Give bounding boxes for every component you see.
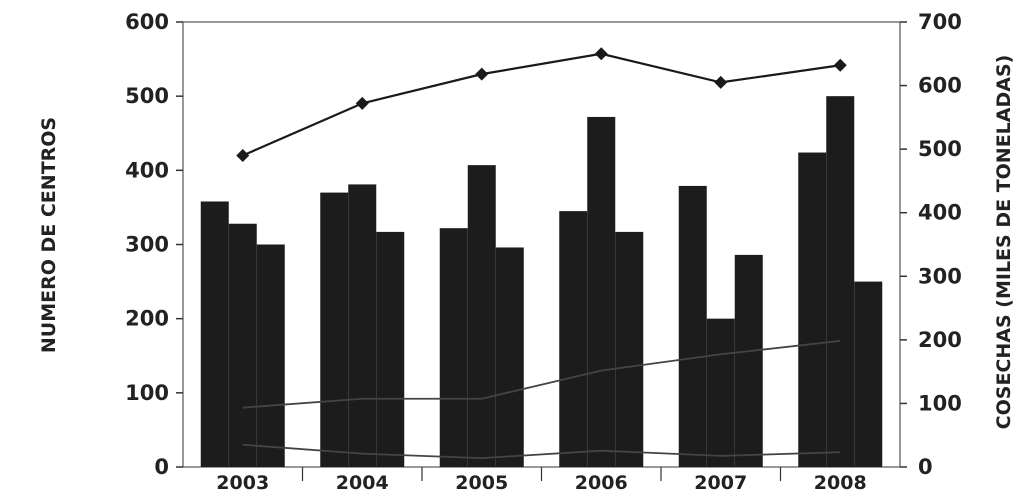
line-series-2 <box>242 340 841 409</box>
y-left-tick-label: 600 <box>125 10 169 34</box>
bar-s2-2003 <box>228 223 257 467</box>
bar-s2-2007 <box>706 318 735 467</box>
line-point-2005 <box>475 67 489 81</box>
y-right-tick-label: 100 <box>918 391 962 415</box>
line-point-2007 <box>714 75 728 89</box>
y-right-tick-label: 600 <box>918 74 962 98</box>
x-tick-label-2004: 2004 <box>336 472 389 493</box>
y-right-tick-label: 300 <box>918 264 962 288</box>
x-tick-label-2006: 2006 <box>575 472 628 493</box>
x-tick-label-2003: 2003 <box>216 472 269 493</box>
y-axis-right-label: COSECHAS (MILES DE TONELADAS) <box>993 55 1015 430</box>
x-tick-label-2008: 2008 <box>814 472 867 493</box>
line-point-2008 <box>833 58 847 72</box>
bar-s1-2003 <box>200 201 229 467</box>
bar-s1-2008 <box>798 152 827 468</box>
line-point-2006 <box>594 47 608 61</box>
bar-s2-2005 <box>467 165 496 467</box>
plot-area <box>182 21 901 468</box>
bar-s1-2006 <box>559 211 588 467</box>
line-point-2003 <box>236 149 250 162</box>
bar-s1-2004 <box>320 192 349 468</box>
bar-s3-2004 <box>376 231 405 467</box>
y-right-tick-label: 0 <box>918 455 933 479</box>
bar-s3-2005 <box>495 247 524 467</box>
axes-layer: 0 100 200 300 400 500 600 0 100 200 300 400 500 600 70… <box>125 10 962 493</box>
bar-s3-2006 <box>615 231 644 467</box>
y-left-tick-label: 500 <box>125 84 169 108</box>
bar-s2-2006 <box>587 116 616 467</box>
bar-s3-2008 <box>854 281 883 467</box>
bar-s2-2004 <box>348 184 377 468</box>
y-right-tick-label: 400 <box>918 201 962 225</box>
bar-s3-2007 <box>734 254 763 467</box>
x-tick-label-2007: 2007 <box>694 472 747 493</box>
bar-s1-2007 <box>678 185 707 468</box>
y-right-tick-label: 500 <box>918 137 962 161</box>
bars-layer <box>200 96 883 468</box>
y-right-tick-label: 200 <box>918 328 962 352</box>
y-left-tick-label: 0 <box>154 455 169 479</box>
bar-s2-2008 <box>826 96 855 468</box>
bar-s1-2005 <box>439 228 468 467</box>
x-tick-label-2005: 2005 <box>455 472 508 493</box>
line-point-2004 <box>355 96 369 110</box>
y-left-tick-label: 100 <box>125 381 169 405</box>
y-left-tick-label: 300 <box>125 233 169 257</box>
y-left-tick-label: 400 <box>125 158 169 182</box>
y-left-tick-label: 200 <box>125 307 169 331</box>
plot-frame <box>182 21 901 468</box>
y-axis-left-label: NUMERO DE CENTROS <box>38 117 60 353</box>
y-right-tick-label: 700 <box>918 10 962 34</box>
line-series-1 <box>242 52 841 157</box>
line-series-3 <box>242 443 841 460</box>
lines-layer <box>236 47 847 460</box>
bar-s3-2003 <box>256 244 285 467</box>
